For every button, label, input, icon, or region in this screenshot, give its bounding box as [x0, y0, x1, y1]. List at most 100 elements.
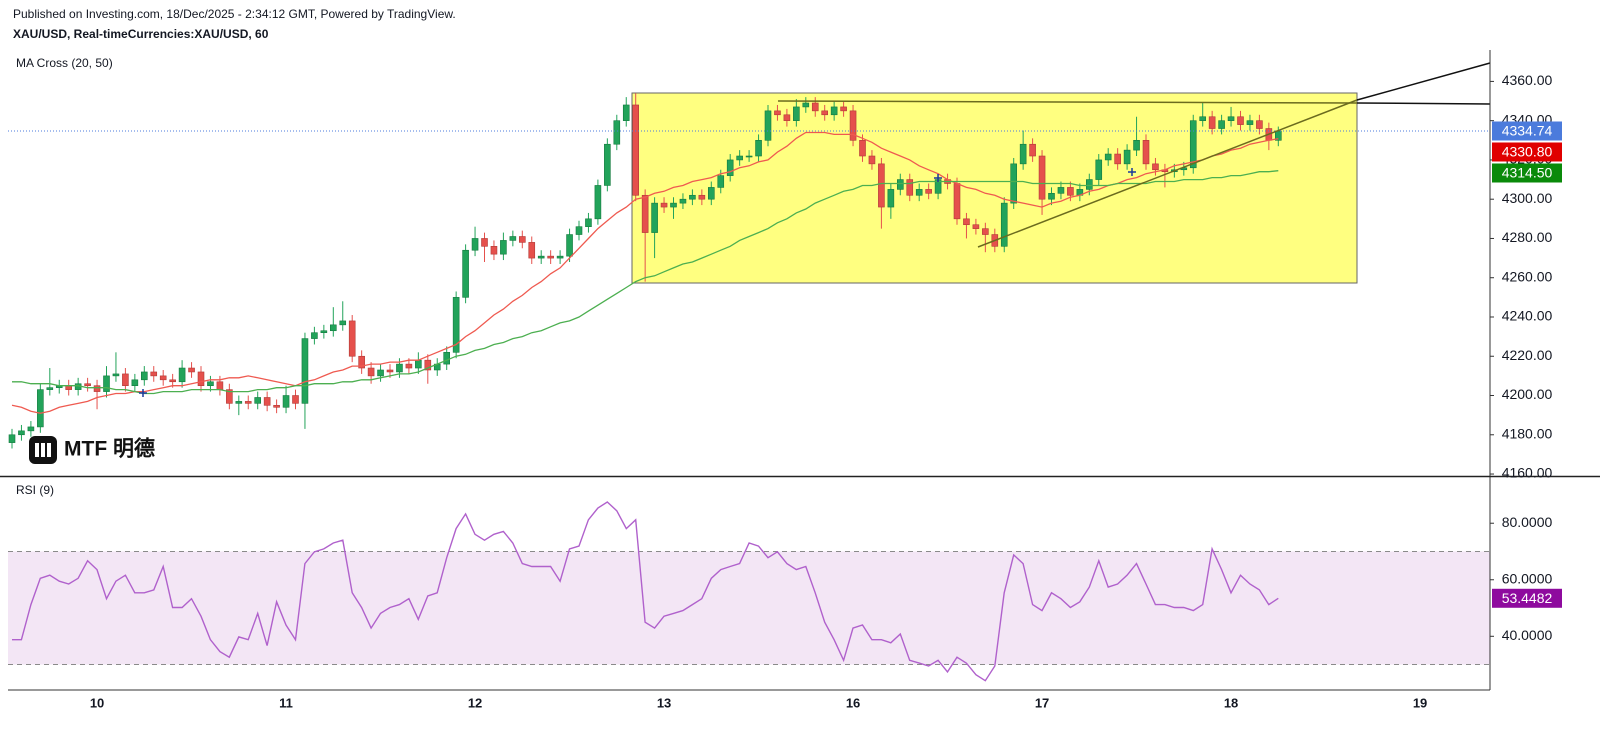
rsi-band [8, 551, 1490, 665]
candle-body [292, 395, 299, 404]
rsi-line [12, 501, 1279, 682]
candle-body [348, 320, 356, 357]
candle-body [301, 338, 309, 404]
candle-body [1218, 120, 1225, 129]
candle-body [1057, 187, 1065, 194]
candle-body [1142, 140, 1150, 165]
candle-body [745, 155, 753, 158]
x-tick-label: 18 [1224, 695, 1238, 710]
candle-body [415, 359, 422, 369]
candle-body [1067, 187, 1074, 196]
candle-body [1227, 116, 1235, 121]
cross-marker [1128, 168, 1136, 176]
candle-body [717, 175, 725, 188]
y-tick-label: 4240.00 [1502, 308, 1553, 324]
candle-body [197, 371, 205, 386]
candle-body [821, 110, 829, 116]
candle-body [358, 355, 365, 369]
candle-body [1123, 149, 1131, 165]
price-tag [1492, 121, 1562, 141]
candle-body [632, 104, 640, 196]
candle-body [216, 381, 224, 390]
candle-body [953, 183, 961, 220]
candle-body [462, 249, 469, 298]
candle-body [915, 189, 923, 196]
candle-body [670, 202, 677, 208]
candle-body [1029, 143, 1036, 157]
candle-body [575, 226, 583, 235]
candle-body [320, 330, 328, 333]
published-note: Published on Investing.com, 18/Dec/2025 … [13, 7, 456, 21]
candle-body [604, 143, 611, 186]
x-tick-label: 19 [1413, 695, 1427, 710]
candle-body [1000, 202, 1008, 247]
candle-body [1199, 116, 1206, 121]
y-tick-label: 4300.00 [1502, 190, 1553, 206]
candle-body [1010, 163, 1018, 204]
candle-body [1246, 120, 1254, 125]
candle-body [585, 218, 592, 227]
price-tag-label: 4314.50 [1502, 165, 1553, 181]
candle-body [509, 236, 517, 241]
candle-body [150, 371, 158, 377]
candle-body [707, 187, 715, 200]
price-tag-label: 4330.80 [1502, 144, 1553, 160]
candle-body [141, 371, 148, 381]
candle-body [46, 387, 54, 390]
candle-body [972, 224, 980, 229]
candle-body [377, 369, 384, 377]
candle-body [963, 218, 970, 226]
candle-body [1256, 120, 1263, 129]
x-tick-label: 16 [846, 695, 860, 710]
candle-body [811, 102, 819, 112]
cross-marker [139, 389, 147, 397]
candle-body [802, 102, 810, 108]
candle-body [1208, 116, 1216, 129]
x-tick-label: 12 [468, 695, 482, 710]
rsi-title: RSI (9) [16, 483, 54, 497]
price-tag [1492, 142, 1562, 162]
candle-body [273, 405, 280, 408]
candle-body [1048, 193, 1055, 200]
trend-line [777, 100, 1358, 104]
candle-body [396, 363, 403, 373]
candle-body [622, 104, 630, 121]
candle-body [689, 194, 696, 200]
candle-body [329, 324, 337, 332]
logo-bar [41, 443, 45, 457]
candle-body [1095, 159, 1103, 180]
candle-body [254, 397, 261, 404]
x-tick-label: 17 [1035, 695, 1049, 710]
candle-body [537, 255, 545, 259]
price-tag [1492, 163, 1562, 183]
price-tag [1492, 588, 1562, 608]
candle-body [594, 185, 602, 220]
candle-body [698, 194, 706, 200]
x-tick-label: 10 [90, 695, 104, 710]
candle-body [386, 369, 394, 373]
y-tick-label: 4160.00 [1502, 465, 1553, 481]
y-tick-label: 4280.00 [1502, 229, 1553, 245]
price-tag-label: 4334.74 [1502, 123, 1553, 139]
candle-body [982, 228, 989, 235]
candle-body [556, 255, 564, 259]
candle-body [37, 389, 44, 428]
candle-body [528, 242, 536, 259]
label-layer: 4160.00 4180.00 4200.00 4220.00 4240.00 4260.… [90, 72, 1562, 710]
candle-body [424, 359, 432, 371]
candle-body [452, 297, 460, 353]
candle-body [244, 401, 252, 404]
candle-body [443, 352, 451, 365]
candle-body [112, 373, 120, 377]
candle-body [1038, 155, 1046, 200]
candle-body [859, 140, 866, 157]
price-tag-label: 53.4482 [1502, 590, 1553, 606]
cross-markers [139, 168, 1136, 397]
candle-body [93, 385, 101, 392]
logo-bar [35, 443, 39, 457]
candle-body [849, 110, 857, 141]
candle-body [471, 238, 479, 251]
candle-body [1152, 163, 1159, 171]
candle-body [131, 379, 139, 386]
candle-body [178, 367, 186, 383]
